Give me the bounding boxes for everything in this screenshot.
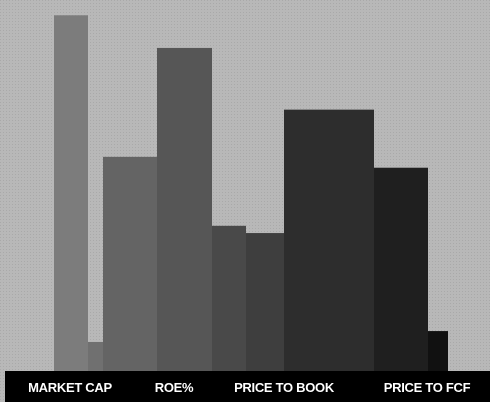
bar: [428, 331, 448, 371]
bar: [103, 156, 157, 371]
x-tick-label: ROE%: [155, 380, 194, 395]
bars-layer: [54, 15, 448, 372]
x-tick-labels: MARKET CAP ROE% PRICE TO BOOK PRICE TO F…: [28, 380, 471, 395]
bar: [88, 341, 103, 371]
x-tick-label: MARKET CAP: [28, 380, 112, 395]
bar: [54, 15, 88, 371]
x-tick-label: PRICE TO FCF: [384, 380, 471, 395]
bar: [284, 109, 374, 371]
bar: [246, 233, 284, 371]
bar: [374, 167, 428, 371]
bar: [212, 225, 246, 371]
bar: [157, 47, 212, 372]
x-tick-label: PRICE TO BOOK: [234, 380, 335, 395]
x-axis-band: [5, 371, 490, 402]
